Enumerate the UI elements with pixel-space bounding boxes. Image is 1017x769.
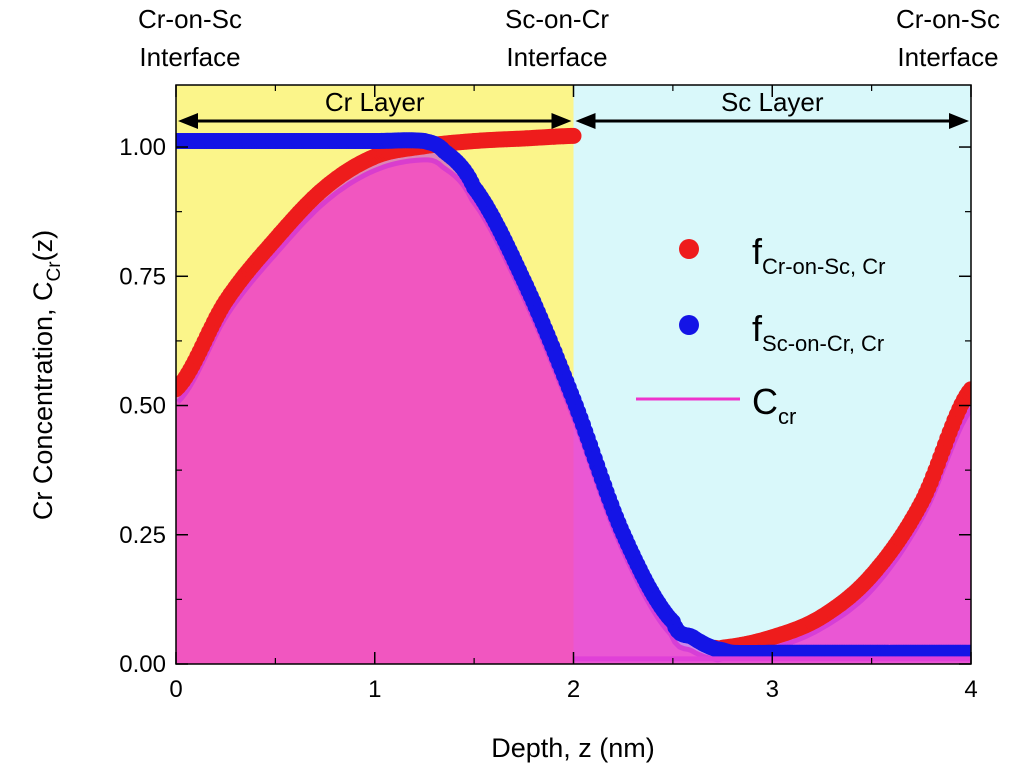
y-axis-title-sub: Cr: [44, 261, 65, 282]
x-tick-label-2: 2: [567, 676, 580, 703]
legend-marker-f-cr-on-sc: [679, 239, 699, 259]
series-f-cr-on-sc-b: [704, 381, 971, 657]
series-layer: [176, 127, 971, 664]
arrow-head-left-sc-layer: [575, 113, 596, 129]
interface-label-1-line1: Sc-on-Cr: [505, 4, 609, 34]
y-tick-label-3: 0.75: [119, 263, 166, 290]
point-f-cr-on-sc-b-109: [963, 381, 971, 398]
interface-labels: Cr-on-Sc Interface Sc-on-Cr Interface Cr-on-…: [138, 4, 1000, 72]
y-tick-label-2: 0.50: [119, 393, 166, 420]
series-f-cr-on-sc-a: [176, 127, 582, 398]
interface-label-2-line1: Cr-on-Sc: [896, 4, 1000, 34]
legend-marker-f-sc-on-cr: [679, 315, 699, 335]
legend: fCr-on-Sc, Cr fSc-on-Cr, Cr Ccr: [636, 231, 885, 429]
y-tick-label-0: 0.00: [119, 651, 166, 678]
legend-label-f-cr-on-sc: fCr-on-Sc, Cr: [752, 231, 885, 279]
y-axis-title-tail: (z): [28, 230, 58, 261]
arrow-head-left-cr-layer: [178, 113, 198, 129]
interface-label-2-line2: Interface: [897, 42, 998, 72]
arrow-head-right-cr-layer: [551, 113, 572, 129]
interface-label-0-line2: Interface: [139, 42, 240, 72]
legend-label-c-cr: Ccr: [752, 381, 796, 429]
legend-label-f-sc-on-cr: fSc-on-Cr, Cr: [752, 308, 884, 356]
x-tick-label-4: 4: [964, 676, 977, 703]
layer-arrows: Cr Layer Sc Layer: [178, 87, 969, 129]
axes: 0 1 2 3 4 0.00 0.25 0.50 0.75 1.00: [119, 85, 978, 703]
x-tick-label-1: 1: [368, 676, 381, 703]
y-tick-label-4: 1.00: [119, 134, 166, 161]
y-axis-title-main: Cr Concentration, C: [28, 281, 58, 520]
point-f-cr-on-sc-a-168: [565, 127, 582, 144]
x-tick-label-0: 0: [169, 676, 182, 703]
interface-label-1-line2: Interface: [506, 42, 607, 72]
interface-label-0-line1: Cr-on-Sc: [138, 4, 242, 34]
y-axis-title: Cr Concentration, CCr(z): [28, 230, 65, 520]
x-tick-label-3: 3: [766, 676, 779, 703]
arrow-head-right-sc-layer: [949, 113, 969, 129]
y-tick-label-1: 0.25: [119, 522, 166, 549]
x-axis-title: Depth, z (nm): [491, 733, 655, 763]
